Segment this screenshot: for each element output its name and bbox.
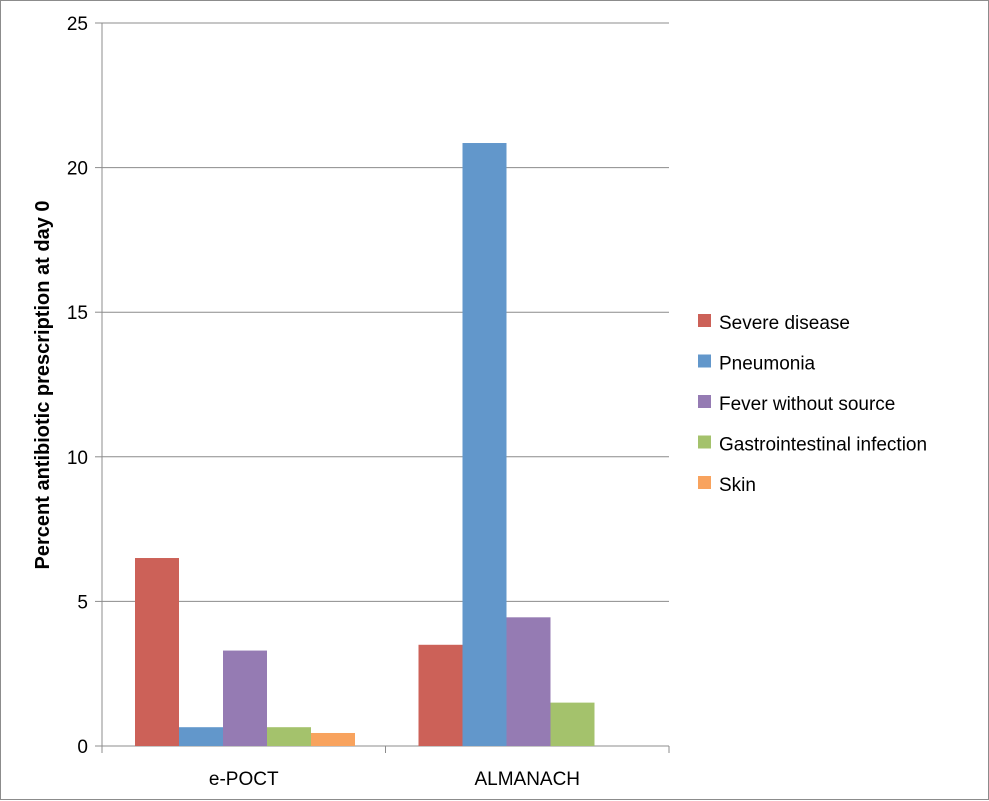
legend-swatch	[698, 476, 711, 489]
legend-label: Pneumonia	[719, 354, 816, 375]
axes	[95, 22, 670, 753]
y-tick-label: 20	[67, 159, 88, 180]
bar-gastrointestinal-infection-almanach	[550, 702, 595, 746]
y-axis-title: Percent antibiotic prescription at day 0	[32, 201, 54, 570]
bar-severe-disease-almanach	[418, 644, 463, 746]
legend-swatch	[698, 395, 711, 408]
bar-pneumonia-almanach	[462, 143, 507, 746]
x-category-labels: e-POCT ALMANACH	[209, 769, 580, 790]
y-tick-label: 0	[77, 737, 88, 758]
y-tick-label: 15	[67, 303, 88, 324]
legend-label: Gastrointestinal infection	[719, 435, 927, 456]
legend-label: Skin	[719, 475, 756, 496]
legend-swatch	[698, 435, 711, 449]
y-tick-label: 25	[67, 14, 88, 35]
x-category-label: e-POCT	[209, 769, 279, 790]
legend-label: Fever without source	[719, 394, 895, 415]
legend: Severe disease Pneumonia Fever without sou…	[698, 313, 927, 496]
bar-fever-without-source-e-poct	[223, 650, 267, 746]
bar-pneumonia-e-poct	[179, 727, 223, 746]
bar-skin-e-poct	[311, 732, 355, 746]
legend-swatch	[698, 314, 711, 327]
bar-gastrointestinal-infection-e-poct	[267, 727, 311, 746]
legend-label: Severe disease	[719, 313, 850, 334]
legend-swatch	[698, 354, 711, 368]
bars	[135, 143, 595, 746]
x-category-label: ALMANACH	[474, 769, 580, 790]
y-tick-label: 10	[67, 448, 88, 469]
bar-severe-disease-e-poct	[135, 558, 179, 746]
gridlines	[102, 22, 669, 602]
y-tick-labels: 0 5 10 15 20 25	[67, 14, 88, 758]
bar-fever-without-source-almanach	[506, 617, 551, 746]
y-tick-label: 5	[77, 592, 88, 613]
